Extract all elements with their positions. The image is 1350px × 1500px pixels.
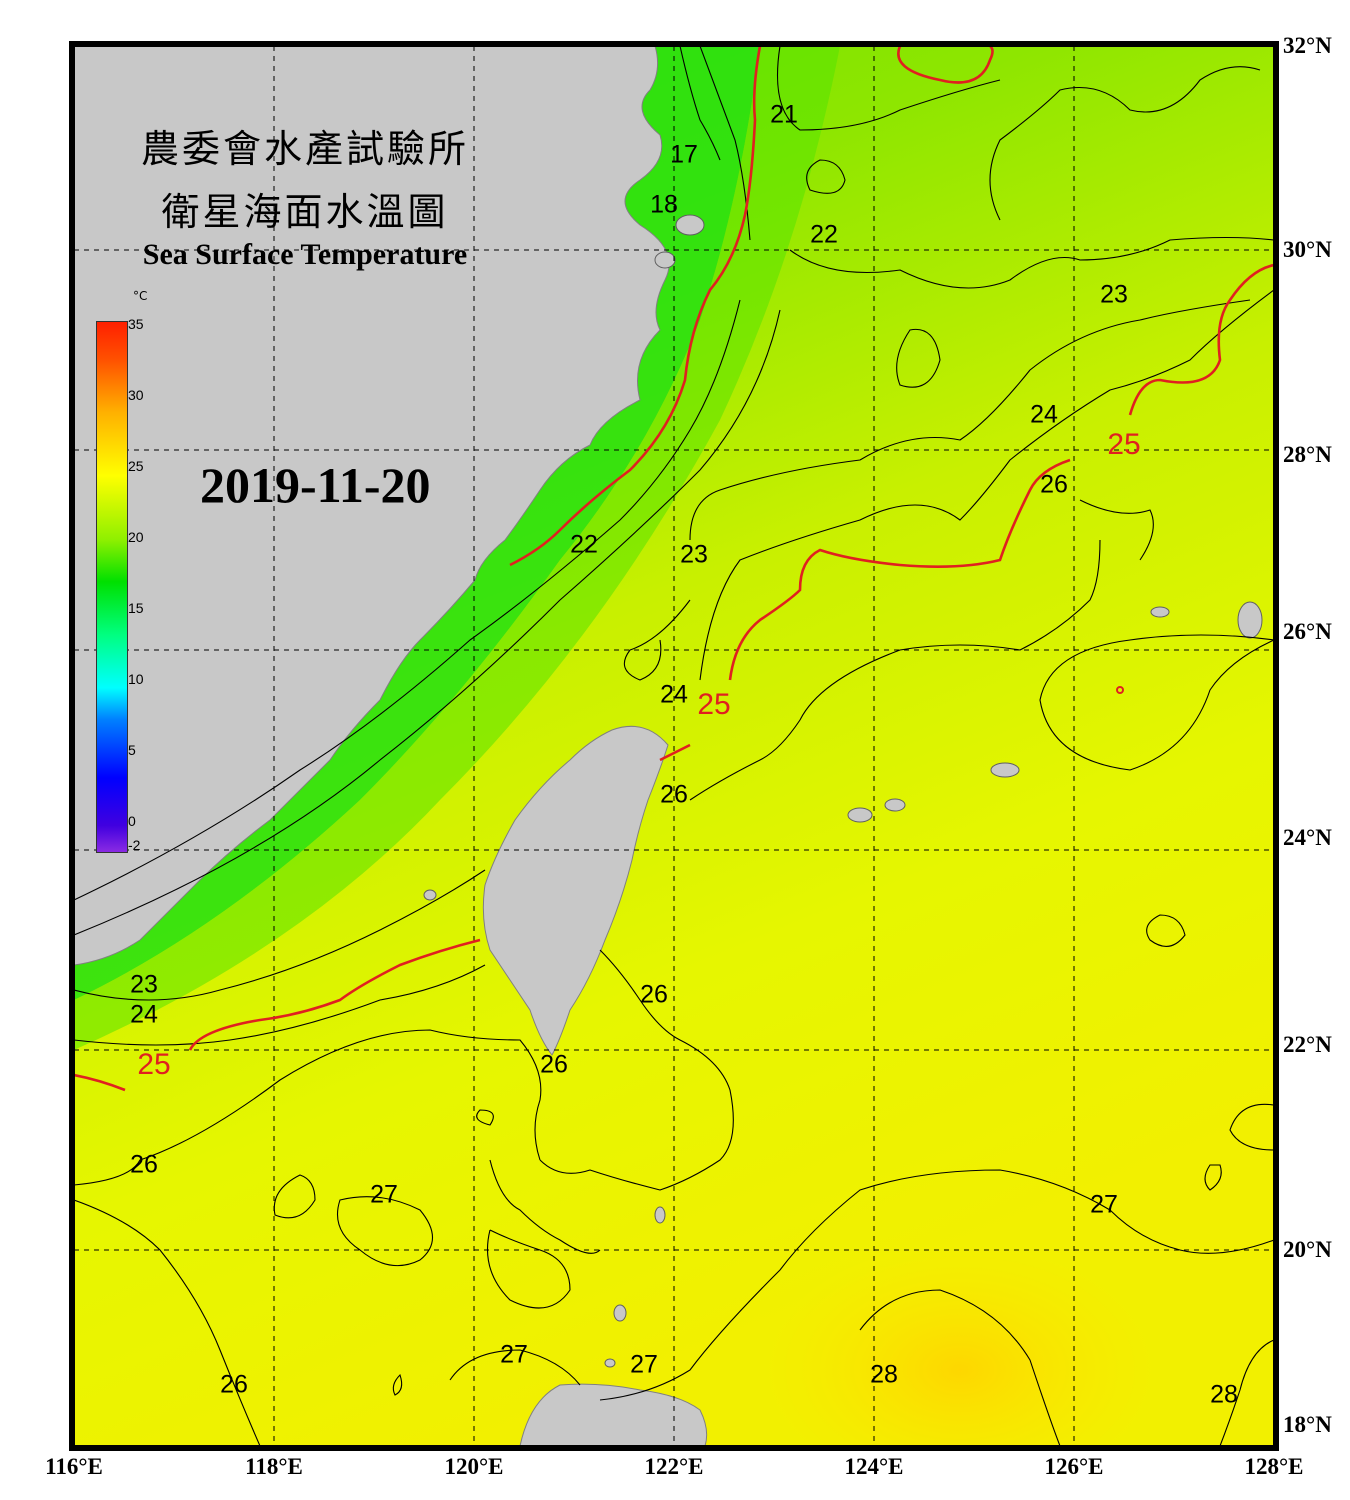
contour-label: 21 — [770, 101, 798, 129]
colorbar-tick: -2 — [128, 837, 141, 853]
small-islands — [423, 214, 1263, 1368]
contour-label: 18 — [650, 191, 678, 219]
taiwan-island — [482, 725, 669, 1056]
colorbar-tick: 35 — [128, 316, 144, 332]
contour-label: 27 — [370, 1181, 398, 1209]
colorbar-tick: 20 — [128, 529, 144, 545]
contour-label: 27 — [500, 1341, 528, 1369]
contour-label: 23 — [680, 541, 708, 569]
mainland-landmass — [74, 46, 670, 966]
isotherm-25-highlight — [74, 46, 1274, 1092]
lon-label: 128°E — [1244, 1454, 1304, 1479]
isotherm-lines — [74, 46, 1274, 1446]
lon-label: 126°E — [1044, 1454, 1104, 1479]
contour-label: 17 — [670, 141, 698, 169]
lat-label: 32°N — [1283, 33, 1332, 58]
contour-label: 24 — [1030, 401, 1058, 429]
title-english: Sea Surface Temperature — [142, 238, 468, 271]
contour-label: 24 — [130, 1001, 158, 1029]
lon-label: 124°E — [844, 1454, 904, 1479]
contour-label: 28 — [870, 1361, 898, 1389]
contour-label: 23 — [130, 971, 158, 999]
contour-label: 28 — [1210, 1381, 1238, 1409]
colorbar-tick: 30 — [128, 387, 144, 403]
contour-label: 26 — [640, 981, 668, 1009]
colorbar-tick: 10 — [128, 671, 144, 687]
contour-label: 23 — [1100, 281, 1128, 309]
lat-label: 24°N — [1283, 825, 1332, 850]
title-chinese-line1: 農委會水產試驗所 — [140, 127, 469, 171]
graticule — [74, 46, 1274, 1446]
date-label: 2019-11-20 — [200, 457, 431, 513]
colorbar-tick: 0 — [128, 813, 136, 829]
contour-label: 27 — [630, 1351, 658, 1379]
contour-label: 26 — [1040, 471, 1068, 499]
lat-label: 30°N — [1283, 237, 1332, 262]
colorbar-tick: 5 — [128, 742, 136, 758]
contour-label: 26 — [220, 1371, 248, 1399]
lat-label: 18°N — [1283, 1412, 1332, 1437]
lat-label: 26°N — [1283, 619, 1332, 644]
contour-label: 27 — [1090, 1191, 1118, 1219]
colorbar — [96, 321, 128, 853]
lat-label: 20°N — [1283, 1237, 1332, 1262]
colorbar-tick: 15 — [128, 600, 144, 616]
lat-label: 22°N — [1283, 1032, 1332, 1057]
contour-label: 25 — [1107, 428, 1140, 461]
contour-label: 26 — [540, 1051, 568, 1079]
contour-label: 22 — [810, 221, 838, 249]
lon-label: 122°E — [644, 1454, 704, 1479]
lon-label: 116°E — [45, 1454, 103, 1479]
lon-label: 120°E — [444, 1454, 504, 1479]
colorbar-unit: °C — [133, 289, 148, 303]
warm-pool — [760, 1240, 1160, 1446]
colorbar-tick: 25 — [128, 458, 144, 474]
lon-label: 118°E — [245, 1454, 303, 1479]
contour-label: 22 — [570, 531, 598, 559]
isotherm-25-spot — [1116, 686, 1124, 694]
contour-label: 26 — [130, 1151, 158, 1179]
contour-label: 26 — [660, 781, 688, 809]
luzon-island — [519, 1383, 708, 1446]
contour-label: 24 — [660, 681, 688, 709]
contour-label: 25 — [697, 688, 730, 721]
lat-label: 28°N — [1283, 442, 1332, 467]
title-chinese-line2: 衛星海面水溫圖 — [161, 190, 449, 234]
contour-label: 25 — [137, 1048, 170, 1081]
coastal-cool-band — [74, 46, 840, 1050]
map-frame — [69, 41, 1279, 1451]
